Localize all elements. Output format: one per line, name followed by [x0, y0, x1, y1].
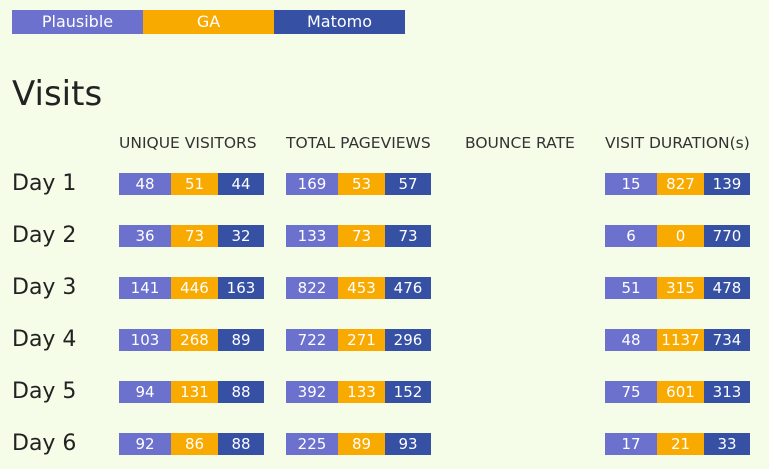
- total-pageviews-plausible-value: 169: [286, 173, 338, 195]
- visit-duration-plausible-value: 48: [605, 329, 657, 351]
- visit-duration-plausible-value: 15: [605, 173, 657, 195]
- visit-duration-matomo-value: 770: [704, 225, 750, 247]
- total-pageviews-bar-group: 133 73 73: [286, 225, 431, 247]
- legend: Plausible GA Matomo: [12, 10, 405, 34]
- total-pageviews-plausible-value: 722: [286, 329, 338, 351]
- visit-duration-plausible-value: 75: [605, 381, 657, 403]
- visit-duration-bar-group: 75 601 313: [605, 381, 750, 403]
- unique-visitors-plausible-value: 103: [119, 329, 171, 351]
- total-pageviews-ga-value: 453: [338, 277, 385, 299]
- unique-visitors-matomo-value: 88: [218, 381, 264, 403]
- unique-visitors-matomo-value: 32: [218, 225, 264, 247]
- unique-visitors-plausible-value: 141: [119, 277, 171, 299]
- unique-visitors-ga-value: 446: [171, 277, 218, 299]
- row-label: Day 4: [12, 327, 77, 352]
- visit-duration-ga-value: 21: [657, 433, 704, 455]
- total-pageviews-bar-group: 225 89 93: [286, 433, 431, 455]
- row-label: Day 6: [12, 431, 77, 456]
- row-label: Day 2: [12, 223, 77, 248]
- row-label: Day 1: [12, 171, 77, 196]
- total-pageviews-plausible-value: 392: [286, 381, 338, 403]
- total-pageviews-matomo-value: 73: [385, 225, 431, 247]
- total-pageviews-matomo-value: 57: [385, 173, 431, 195]
- total-pageviews-matomo-value: 296: [385, 329, 431, 351]
- visit-duration-ga-value: 315: [657, 277, 704, 299]
- total-pageviews-matomo-value: 152: [385, 381, 431, 403]
- unique-visitors-bar-group: 94 131 88: [119, 381, 264, 403]
- unique-visitors-plausible-value: 48: [119, 173, 171, 195]
- total-pageviews-ga-value: 89: [338, 433, 385, 455]
- unique-visitors-plausible-value: 36: [119, 225, 171, 247]
- section-title: Visits: [12, 74, 103, 114]
- unique-visitors-plausible-value: 94: [119, 381, 171, 403]
- visit-duration-matomo-value: 33: [704, 433, 750, 455]
- visit-duration-plausible-value: 6: [605, 225, 657, 247]
- row-label: Day 3: [12, 275, 77, 300]
- visit-duration-plausible-value: 51: [605, 277, 657, 299]
- unique-visitors-matomo-value: 163: [218, 277, 264, 299]
- total-pageviews-bar-group: 392 133 152: [286, 381, 431, 403]
- visit-duration-matomo-value: 139: [704, 173, 750, 195]
- total-pageviews-ga-value: 73: [338, 225, 385, 247]
- legend-item-matomo: Matomo: [274, 10, 405, 34]
- total-pageviews-bar-group: 169 53 57: [286, 173, 431, 195]
- visit-duration-bar-group: 6 0 770: [605, 225, 750, 247]
- total-pageviews-plausible-value: 133: [286, 225, 338, 247]
- total-pageviews-ga-value: 271: [338, 329, 385, 351]
- visit-duration-ga-value: 0: [657, 225, 704, 247]
- unique-visitors-ga-value: 73: [171, 225, 218, 247]
- visit-duration-bar-group: 48 1137 734: [605, 329, 750, 351]
- unique-visitors-matomo-value: 89: [218, 329, 264, 351]
- visit-duration-bar-group: 51 315 478: [605, 277, 750, 299]
- visit-duration-matomo-value: 734: [704, 329, 750, 351]
- total-pageviews-plausible-value: 225: [286, 433, 338, 455]
- visit-duration-bar-group: 17 21 33: [605, 433, 750, 455]
- visit-duration-plausible-value: 17: [605, 433, 657, 455]
- total-pageviews-plausible-value: 822: [286, 277, 338, 299]
- total-pageviews-ga-value: 53: [338, 173, 385, 195]
- unique-visitors-ga-value: 51: [171, 173, 218, 195]
- column-header-total-pageviews: TOTAL PAGEVIEWS: [286, 134, 431, 152]
- visit-duration-matomo-value: 313: [704, 381, 750, 403]
- total-pageviews-bar-group: 722 271 296: [286, 329, 431, 351]
- total-pageviews-bar-group: 822 453 476: [286, 277, 431, 299]
- column-header-unique-visitors: UNIQUE VISITORS: [119, 134, 257, 152]
- column-header-bounce-rate: BOUNCE RATE: [465, 134, 575, 152]
- unique-visitors-bar-group: 48 51 44: [119, 173, 264, 195]
- legend-item-plausible: Plausible: [12, 10, 143, 34]
- column-header-visit-duration: VISIT DURATION(s): [605, 134, 750, 152]
- total-pageviews-matomo-value: 93: [385, 433, 431, 455]
- unique-visitors-ga-value: 268: [171, 329, 218, 351]
- total-pageviews-ga-value: 133: [338, 381, 385, 403]
- row-label: Day 5: [12, 379, 77, 404]
- unique-visitors-ga-value: 131: [171, 381, 218, 403]
- unique-visitors-bar-group: 103 268 89: [119, 329, 264, 351]
- unique-visitors-bar-group: 141 446 163: [119, 277, 264, 299]
- visit-duration-matomo-value: 478: [704, 277, 750, 299]
- unique-visitors-bar-group: 36 73 32: [119, 225, 264, 247]
- unique-visitors-bar-group: 92 86 88: [119, 433, 264, 455]
- visit-duration-bar-group: 15 827 139: [605, 173, 750, 195]
- legend-item-ga: GA: [143, 10, 274, 34]
- unique-visitors-matomo-value: 88: [218, 433, 264, 455]
- total-pageviews-matomo-value: 476: [385, 277, 431, 299]
- visit-duration-ga-value: 601: [657, 381, 704, 403]
- visit-duration-ga-value: 827: [657, 173, 704, 195]
- unique-visitors-matomo-value: 44: [218, 173, 264, 195]
- unique-visitors-ga-value: 86: [171, 433, 218, 455]
- unique-visitors-plausible-value: 92: [119, 433, 171, 455]
- visit-duration-ga-value: 1137: [657, 329, 704, 351]
